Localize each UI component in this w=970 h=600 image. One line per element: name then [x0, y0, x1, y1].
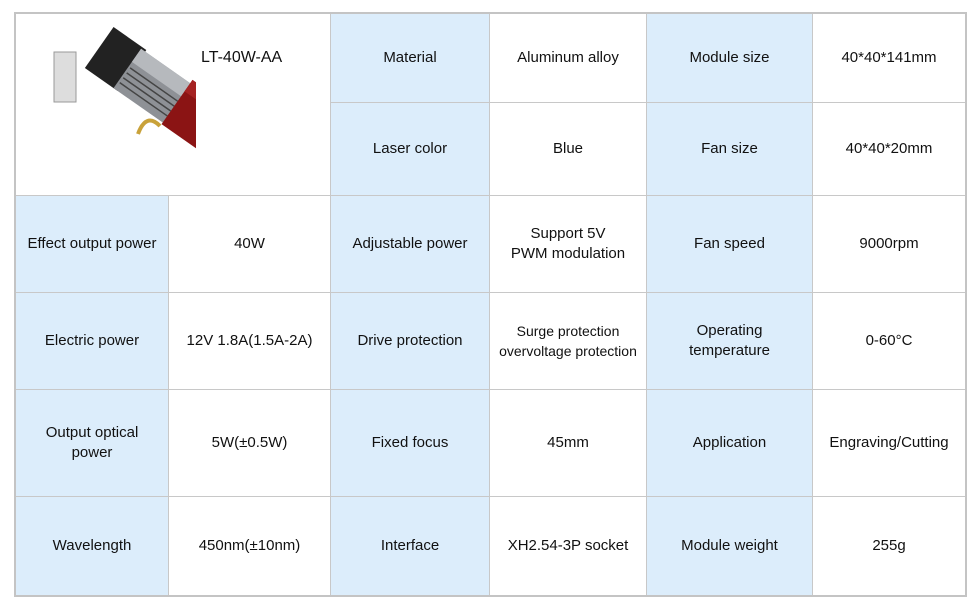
spec-label: Drive protection	[331, 293, 489, 389]
spec-label: Output optical power	[16, 390, 168, 496]
laser-module-image	[53, 27, 196, 150]
model-name: LT-40W-AA	[201, 49, 283, 66]
spec-value: 40W	[169, 196, 330, 292]
spec-value: 5W(±0.5W)	[169, 390, 330, 496]
spec-value: Aluminum alloy	[490, 14, 646, 102]
spec-label: Interface	[331, 497, 489, 595]
spec-value: 12V 1.8A(1.5A-2A)	[169, 293, 330, 389]
spec-label: Material	[331, 14, 489, 102]
spec-label: Wavelength	[16, 497, 168, 595]
spec-value: 40*40*141mm	[813, 14, 965, 102]
spec-label: Fan size	[647, 103, 812, 195]
spec-value: XH2.54-3P socket	[490, 497, 646, 595]
spec-label: Adjustable power	[331, 196, 489, 292]
spec-value: 45mm	[490, 390, 646, 496]
spec-label: Module weight	[647, 497, 812, 595]
spec-value: Surge protection overvoltage protection	[490, 293, 646, 389]
spec-label: Fixed focus	[331, 390, 489, 496]
spec-value: Engraving/Cutting	[813, 390, 965, 496]
spec-value: Support 5V PWM modulation	[490, 196, 646, 292]
spec-value: Blue	[490, 103, 646, 195]
spec-label: Laser color	[331, 103, 489, 195]
spec-label: Effect output power	[16, 196, 168, 292]
spec-label: Operating temperature	[647, 293, 812, 389]
spec-label: Application	[647, 390, 812, 496]
spec-value: 0-60°C	[813, 293, 965, 389]
spec-table: LT-40W-AA Material Aluminum alloy Module…	[14, 12, 967, 597]
spec-value: 40*40*20mm	[813, 103, 965, 195]
product-cell: LT-40W-AA	[16, 14, 330, 195]
spec-value: 255g	[813, 497, 965, 595]
spec-value: 450nm(±10nm)	[169, 497, 330, 595]
spec-label: Module size	[647, 14, 812, 102]
spec-value: 9000rpm	[813, 196, 965, 292]
spec-label: Fan speed	[647, 196, 812, 292]
spec-label: Electric power	[16, 293, 168, 389]
